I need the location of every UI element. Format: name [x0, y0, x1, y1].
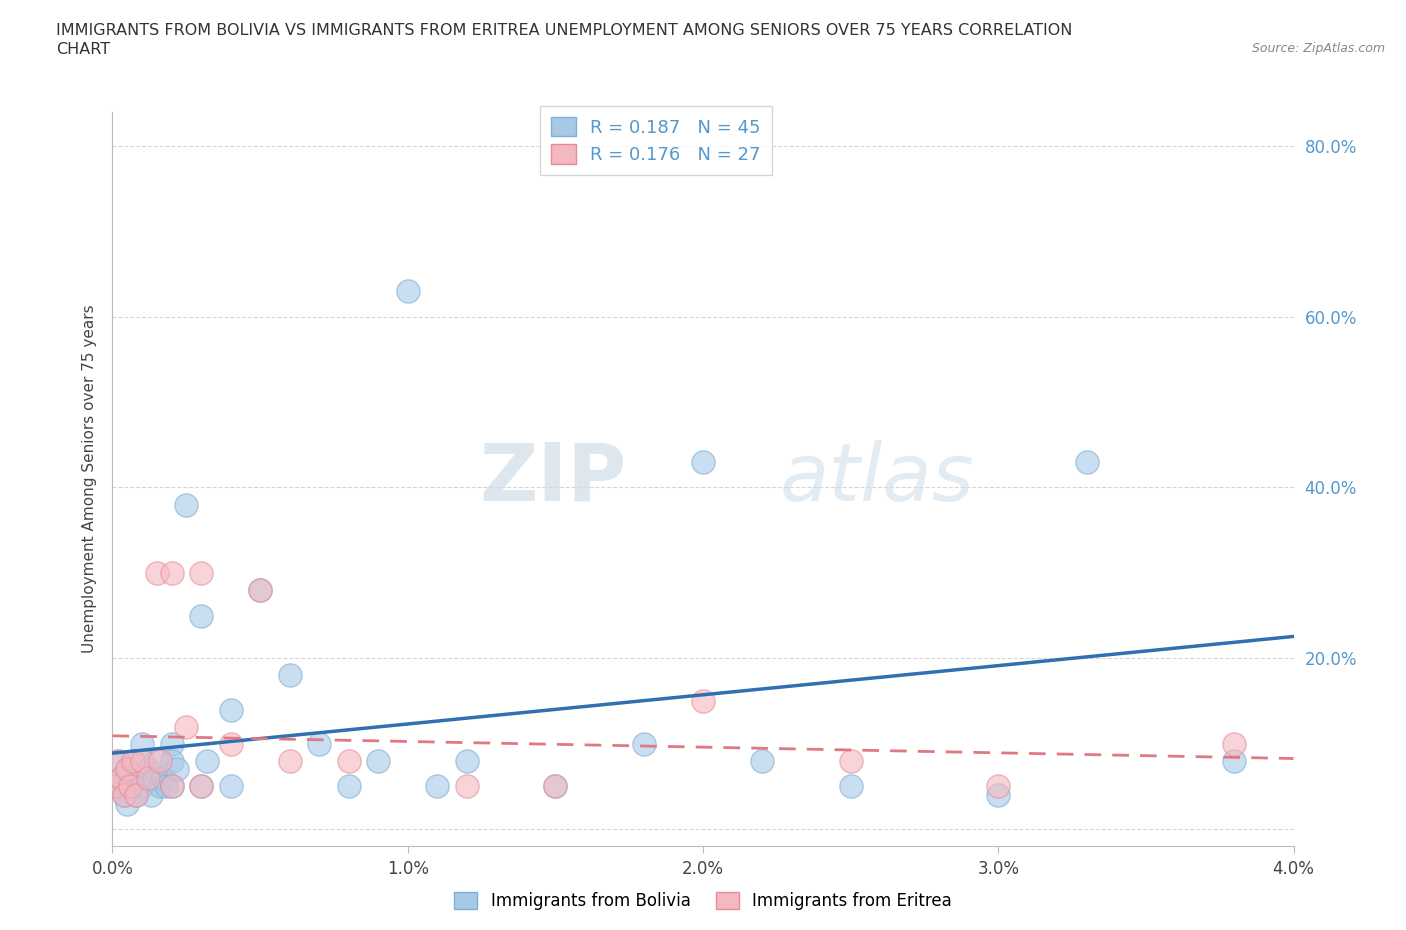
Point	[396, 284, 419, 299]
Point	[117, 762, 138, 777]
Point	[107, 753, 129, 768]
Point	[139, 788, 162, 803]
Point	[166, 762, 188, 777]
Point	[136, 762, 159, 777]
Point	[1223, 737, 1246, 751]
Point	[1076, 455, 1098, 470]
Point	[219, 702, 242, 717]
Point	[692, 455, 714, 470]
Point	[142, 771, 165, 786]
Point	[1223, 753, 1246, 768]
Point	[219, 779, 242, 794]
Point	[107, 753, 129, 768]
Text: atlas: atlas	[780, 440, 974, 518]
Point	[456, 753, 478, 768]
Point	[149, 753, 172, 768]
Text: Source: ZipAtlas.com: Source: ZipAtlas.com	[1251, 42, 1385, 55]
Point	[249, 582, 271, 597]
Point	[146, 753, 169, 768]
Point	[839, 779, 862, 794]
Point	[544, 779, 567, 794]
Point	[146, 565, 169, 580]
Text: IMMIGRANTS FROM BOLIVIA VS IMMIGRANTS FROM ERITREA UNEMPLOYMENT AMONG SENIORS OV: IMMIGRANTS FROM BOLIVIA VS IMMIGRANTS FR…	[56, 23, 1073, 38]
Point	[278, 753, 301, 768]
Point	[149, 779, 172, 794]
Point	[117, 796, 138, 811]
Point	[104, 779, 127, 794]
Point	[190, 565, 212, 580]
Point	[128, 771, 150, 786]
Point	[112, 788, 135, 803]
Point	[136, 771, 159, 786]
Point	[122, 753, 145, 768]
Point	[544, 779, 567, 794]
Point	[278, 668, 301, 683]
Point	[120, 779, 142, 794]
Point	[249, 582, 271, 597]
Point	[131, 779, 153, 794]
Point	[195, 753, 218, 768]
Legend: Immigrants from Bolivia, Immigrants from Eritrea: Immigrants from Bolivia, Immigrants from…	[447, 885, 959, 917]
Point	[160, 779, 183, 794]
Point	[125, 788, 148, 803]
Point	[190, 779, 212, 794]
Point	[190, 608, 212, 623]
Point	[131, 737, 153, 751]
Point	[174, 498, 197, 512]
Point	[190, 779, 212, 794]
Y-axis label: Unemployment Among Seniors over 75 years: Unemployment Among Seniors over 75 years	[82, 305, 97, 653]
Point	[112, 788, 135, 803]
Point	[308, 737, 330, 751]
Text: ZIP: ZIP	[479, 440, 626, 518]
Point	[456, 779, 478, 794]
Point	[337, 779, 360, 794]
Point	[120, 779, 142, 794]
Point	[152, 771, 174, 786]
Point	[839, 753, 862, 768]
Point	[122, 753, 145, 768]
Point	[160, 753, 183, 768]
Point	[751, 753, 773, 768]
Point	[125, 788, 148, 803]
Point	[692, 694, 714, 709]
Point	[174, 719, 197, 734]
Point	[155, 779, 177, 794]
Point	[131, 753, 153, 768]
Point	[633, 737, 655, 751]
Point	[160, 737, 183, 751]
Point	[367, 753, 389, 768]
Point	[219, 737, 242, 751]
Point	[110, 771, 132, 786]
Point	[337, 753, 360, 768]
Point	[104, 779, 127, 794]
Point	[987, 779, 1010, 794]
Text: CHART: CHART	[56, 42, 110, 57]
Point	[987, 788, 1010, 803]
Point	[426, 779, 449, 794]
Point	[117, 762, 138, 777]
Point	[160, 779, 183, 794]
Point	[160, 565, 183, 580]
Point	[110, 771, 132, 786]
Legend: R = 0.187   N = 45, R = 0.176   N = 27: R = 0.187 N = 45, R = 0.176 N = 27	[540, 106, 772, 175]
